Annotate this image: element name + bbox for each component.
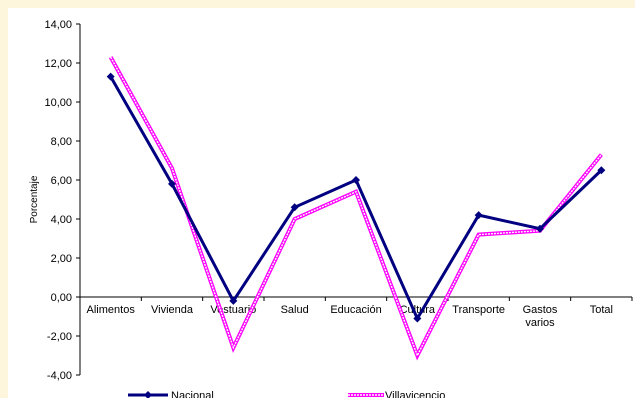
data-point-nacional <box>413 314 422 323</box>
legend: Nacional Villavicencio <box>128 390 445 398</box>
data-point-nacional <box>597 166 606 175</box>
y-tick-label: 12,00 <box>44 58 72 70</box>
series-layer <box>106 56 606 361</box>
y-tick-label: 10,00 <box>44 97 72 109</box>
y-axis-title: Porcentaje <box>29 175 40 223</box>
x-category-label: Transporte <box>452 304 505 316</box>
axes: 14,00 12,00 10,00 8,00 6,00 4,00 2,00 0,00 -2,00… <box>29 19 633 382</box>
y-tick-label: 6,00 <box>51 175 72 187</box>
series-line-nacional <box>109 75 603 322</box>
y-tick-label: 14,00 <box>44 19 72 31</box>
series-line-villavicencio-inner <box>110 56 602 358</box>
x-category-label: Vivienda <box>151 304 194 316</box>
x-category-label: Gastos varios <box>523 304 558 329</box>
x-category-label: Educación <box>330 304 381 316</box>
y-tick-label: -4,00 <box>47 370 72 382</box>
data-point-nacional <box>536 224 544 233</box>
x-category-label: Alimentos <box>87 304 136 316</box>
plot-panel <box>8 8 635 398</box>
y-tick-label: 4,00 <box>51 214 72 226</box>
legend-label-villavicencio: Villavicencio <box>385 390 445 398</box>
legend-marker-nacional <box>144 391 152 398</box>
data-point-nacional <box>352 176 360 184</box>
y-tick-label: 0,00 <box>51 292 72 304</box>
y-tick-label: 2,00 <box>51 253 72 265</box>
data-point-nacional <box>168 179 176 188</box>
legend-label-nacional: Nacional <box>171 390 214 398</box>
data-point-nacional <box>290 203 299 212</box>
y-tick-label: -2,00 <box>47 331 72 343</box>
y-tick-label: 8,00 <box>51 136 72 148</box>
x-category-label: Salud <box>281 304 309 316</box>
data-point-nacional <box>474 211 483 220</box>
x-category-label: Total <box>590 304 613 316</box>
data-point-nacional <box>229 296 238 305</box>
data-point-nacional <box>106 72 115 81</box>
x-category-label: Cultura <box>400 304 436 316</box>
